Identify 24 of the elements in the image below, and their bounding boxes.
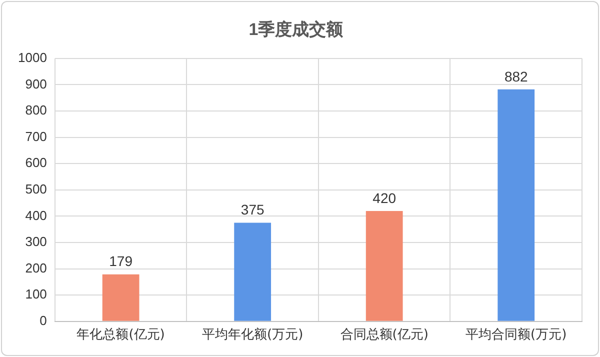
y-tick-label: 600 [25, 155, 47, 170]
bar [366, 210, 403, 321]
y-tick-label: 900 [25, 76, 47, 92]
chart-title: 1季度成交额 [248, 20, 344, 39]
y-tick-label: 300 [25, 234, 47, 250]
y-tick-label: 500 [25, 181, 47, 196]
y-tick-label: 400 [25, 208, 47, 223]
y-tick-label: 800 [25, 102, 47, 118]
x-tick-label: 平均合同额(万元) [466, 328, 567, 343]
x-tick-label: 年化总额(亿元) [76, 328, 165, 343]
y-tick-label: 1000 [18, 50, 47, 65]
data-label: 882 [504, 68, 528, 84]
y-tick-label: 200 [25, 260, 47, 276]
bar [234, 222, 272, 321]
x-tick-label: 平均年化额(万元) [202, 328, 304, 343]
bar [498, 89, 535, 321]
data-label: 420 [372, 190, 396, 206]
y-tick-label: 100 [25, 286, 47, 302]
bar [102, 274, 140, 321]
data-label: 375 [240, 202, 264, 218]
y-tick-label: 700 [25, 128, 47, 144]
data-label: 179 [109, 253, 133, 270]
x-tick-label: 合同总额(亿元) [340, 328, 428, 343]
y-tick-label: 0 [40, 312, 47, 328]
